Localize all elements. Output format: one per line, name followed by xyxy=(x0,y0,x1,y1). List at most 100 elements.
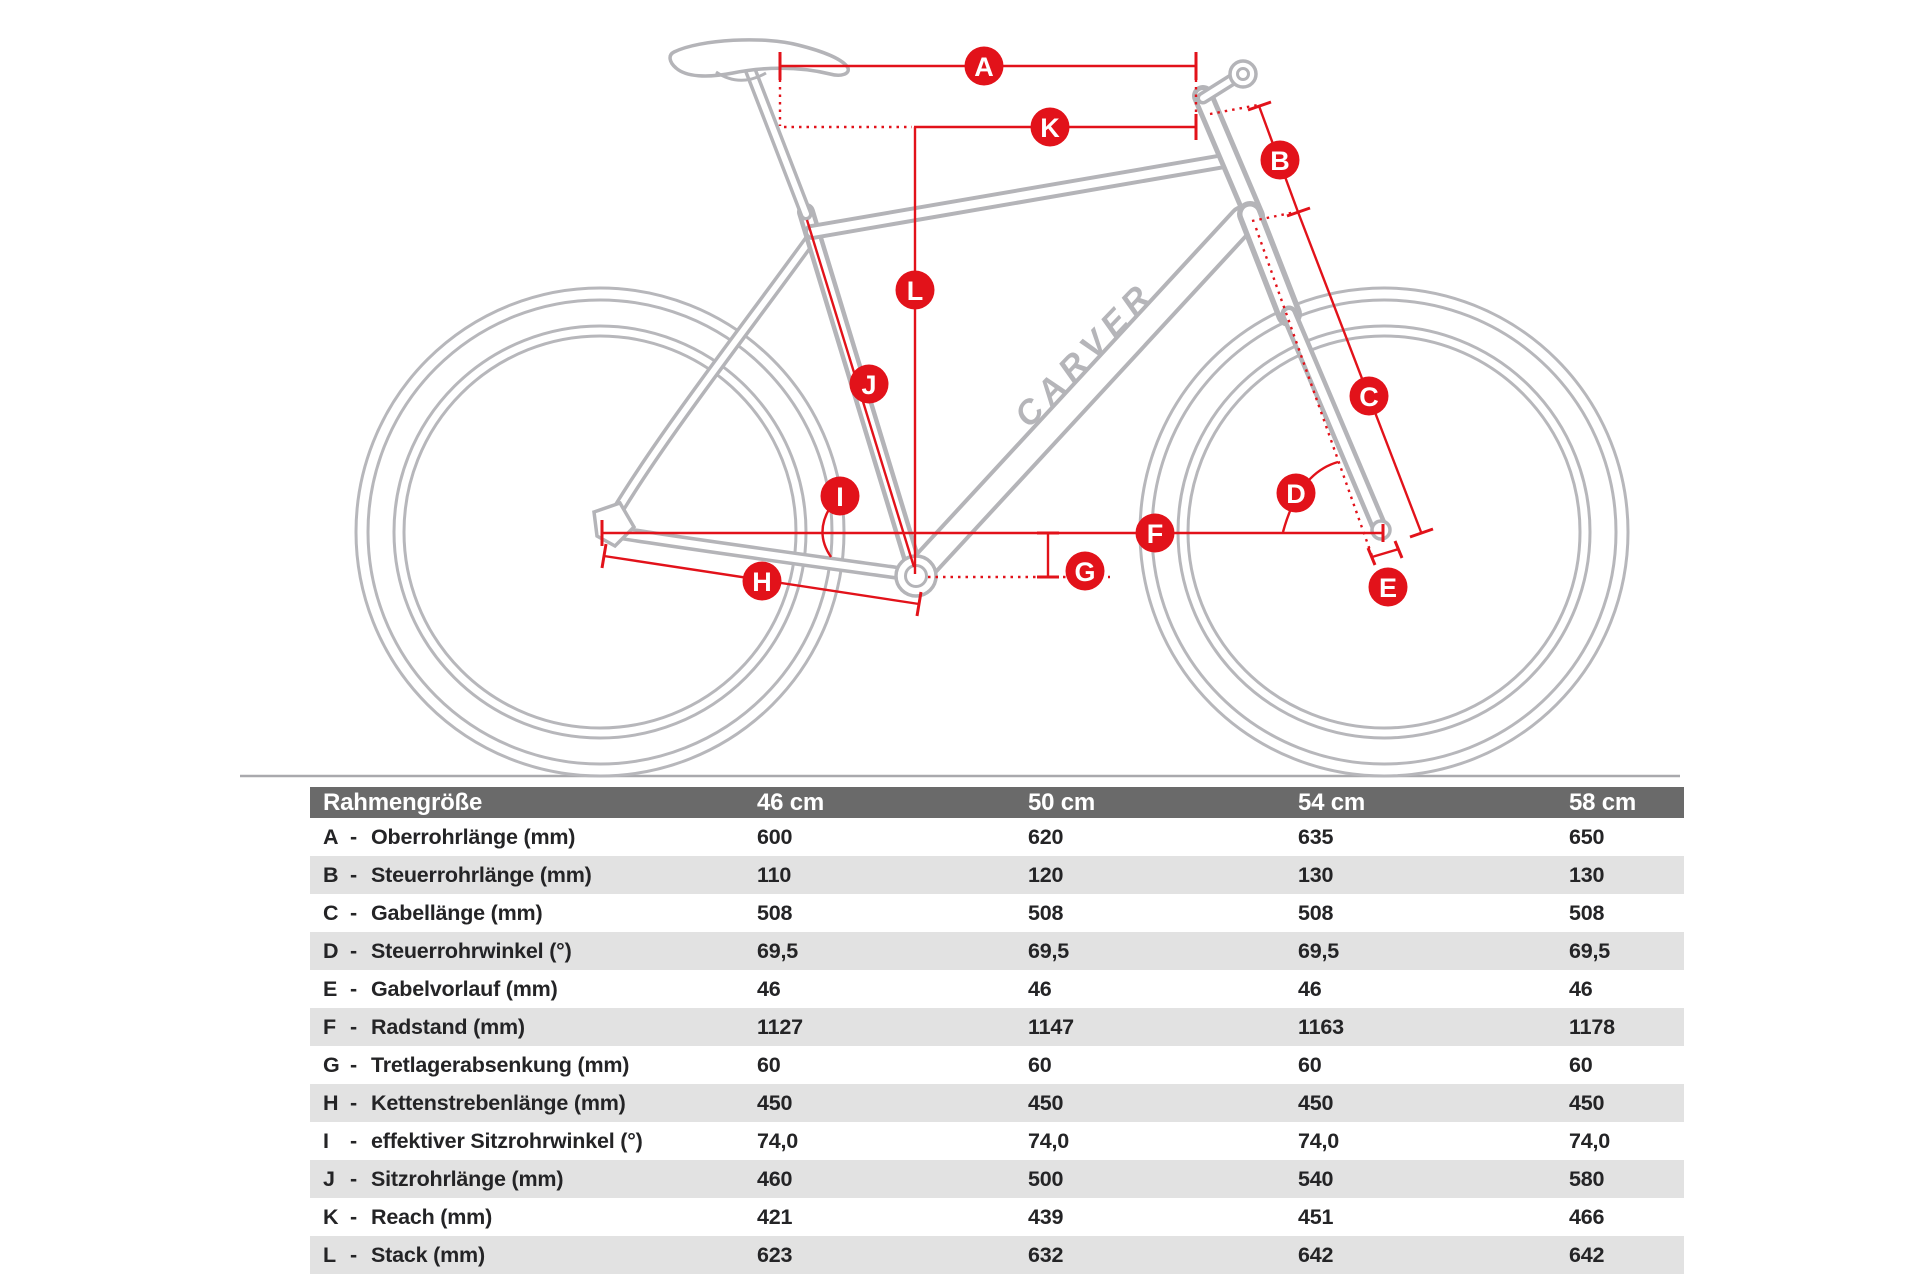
table-row: H - Kettenstrebenlänge (mm) 450 450 450 450 xyxy=(310,1084,1684,1122)
row-name: effektiver Sitzrohrwinkel (°) xyxy=(371,1128,643,1153)
row-label-cell: B - Steuerrohrlänge (mm) xyxy=(310,863,757,888)
row-key: G xyxy=(323,1052,340,1077)
dimension-lines xyxy=(600,52,1434,617)
row-dash: - xyxy=(350,900,357,925)
row-label-cell: J - Sitzrohrlänge (mm) xyxy=(310,1167,757,1192)
row-value: 46 xyxy=(1569,976,1593,1001)
row-value: 508 xyxy=(1569,900,1605,925)
row-value: 69,5 xyxy=(757,938,799,963)
row-key: B xyxy=(323,862,339,887)
row-value: 60 xyxy=(1298,1052,1322,1077)
row-key: D xyxy=(323,938,339,963)
row-value: 460 xyxy=(757,1166,793,1191)
row-key: I xyxy=(323,1128,329,1153)
row-value: 580 xyxy=(1569,1166,1605,1191)
row-value: 450 xyxy=(1028,1090,1064,1115)
table-row: G - Tretlagerabsenkung (mm) 60 60 60 60 xyxy=(310,1046,1684,1084)
row-dash: - xyxy=(350,1014,357,1039)
row-dash: - xyxy=(350,1090,357,1115)
row-label-cell: F - Radstand (mm) xyxy=(310,1015,757,1040)
row-value: 450 xyxy=(757,1090,793,1115)
row-value: 642 xyxy=(1298,1242,1334,1267)
svg-text:G: G xyxy=(1074,557,1095,587)
row-value: 60 xyxy=(757,1052,781,1077)
row-dash: - xyxy=(350,862,357,887)
table-row: L - Stack (mm) 623 632 642 642 xyxy=(310,1236,1684,1274)
row-value: 46 xyxy=(757,976,781,1001)
row-dash: - xyxy=(350,1052,357,1077)
bike-geometry-diagram: CARVER xyxy=(240,38,1680,778)
table-row: A - Oberrohrlänge (mm) 600 620 635 650 xyxy=(310,818,1684,856)
table-row: I - effektiver Sitzrohrwinkel (°) 74,0 74,0 7… xyxy=(310,1122,1684,1160)
row-value: 46 xyxy=(1298,976,1322,1001)
row-value: 450 xyxy=(1298,1090,1334,1115)
geometry-table: Rahmengröße 46 cm 50 cm 54 cm 58 cm A - Ob… xyxy=(310,787,1684,1274)
table-header-size-50: 50 cm xyxy=(1028,788,1096,816)
row-value: 46 xyxy=(1028,976,1052,1001)
row-name: Reach (mm) xyxy=(371,1204,493,1229)
row-dash: - xyxy=(350,1166,357,1191)
row-value: 620 xyxy=(1028,824,1064,849)
row-value: 130 xyxy=(1569,862,1605,887)
svg-text:J: J xyxy=(861,370,876,400)
svg-text:L: L xyxy=(907,276,924,306)
row-value: 451 xyxy=(1298,1204,1334,1229)
rear-dropout xyxy=(592,500,637,549)
table-row: F - Radstand (mm) 1127 1147 1163 1178 xyxy=(310,1008,1684,1046)
row-value: 650 xyxy=(1569,824,1605,849)
marker-l: L xyxy=(895,270,935,310)
table-row: K - Reach (mm) 421 439 451 466 xyxy=(310,1198,1684,1236)
row-name: Gabelvorlauf (mm) xyxy=(371,976,558,1001)
svg-text:A: A xyxy=(974,52,994,82)
row-label-cell: K - Reach (mm) xyxy=(310,1205,757,1230)
row-name: Oberrohrlänge (mm) xyxy=(371,824,576,849)
row-name: Sitzrohrlänge (mm) xyxy=(371,1166,564,1191)
row-label-cell: E - Gabelvorlauf (mm) xyxy=(310,977,757,1002)
row-name: Steuerrohrlänge (mm) xyxy=(371,862,592,887)
row-label-cell: D - Steuerrohrwinkel (°) xyxy=(310,939,757,964)
dimension-markers: A K B L J C I D F G H E xyxy=(742,46,1408,607)
row-dash: - xyxy=(350,1128,357,1153)
marker-a: A xyxy=(964,46,1004,86)
row-label-cell: H - Kettenstrebenlänge (mm) xyxy=(310,1091,757,1116)
svg-text:E: E xyxy=(1379,573,1397,603)
svg-text:D: D xyxy=(1286,479,1306,509)
row-name: Kettenstrebenlänge (mm) xyxy=(371,1090,626,1115)
table-row: E - Gabelvorlauf (mm) 46 46 46 46 xyxy=(310,970,1684,1008)
row-dash: - xyxy=(350,976,357,1001)
table-header-row: Rahmengröße 46 cm 50 cm 54 cm 58 cm xyxy=(310,787,1684,818)
row-name: Stack (mm) xyxy=(371,1242,485,1267)
svg-text:B: B xyxy=(1270,146,1290,176)
row-value: 74,0 xyxy=(757,1128,799,1153)
front-dropout xyxy=(1370,519,1392,541)
row-value: 74,0 xyxy=(1298,1128,1340,1153)
row-name: Steuerrohrwinkel (°) xyxy=(371,938,572,963)
row-value: 508 xyxy=(1298,900,1334,925)
row-label-cell: L - Stack (mm) xyxy=(310,1243,757,1268)
row-value: 450 xyxy=(1569,1090,1605,1115)
marker-h: H xyxy=(742,561,782,601)
row-value: 74,0 xyxy=(1028,1128,1070,1153)
row-label-cell: G - Tretlagerabsenkung (mm) xyxy=(310,1053,757,1078)
row-value: 500 xyxy=(1028,1166,1064,1191)
row-label-cell: A - Oberrohrlänge (mm) xyxy=(310,825,757,850)
row-value: 130 xyxy=(1298,862,1334,887)
row-key: A xyxy=(323,824,339,849)
row-value: 635 xyxy=(1298,824,1334,849)
row-key: K xyxy=(323,1204,339,1229)
row-value: 1163 xyxy=(1298,1014,1344,1039)
marker-i: I xyxy=(820,476,860,516)
row-value: 623 xyxy=(757,1242,793,1267)
row-dash: - xyxy=(350,1242,357,1267)
marker-d: D xyxy=(1276,473,1316,513)
marker-g: G xyxy=(1065,551,1105,591)
table-header-size-58: 58 cm xyxy=(1569,788,1637,816)
row-label-cell: C - Gabellänge (mm) xyxy=(310,901,757,926)
row-value: 1127 xyxy=(757,1014,803,1039)
row-key: H xyxy=(323,1090,339,1115)
row-key: J xyxy=(323,1166,335,1191)
marker-k: K xyxy=(1030,107,1070,147)
row-value: 60 xyxy=(1028,1052,1052,1077)
row-dash: - xyxy=(350,824,357,849)
